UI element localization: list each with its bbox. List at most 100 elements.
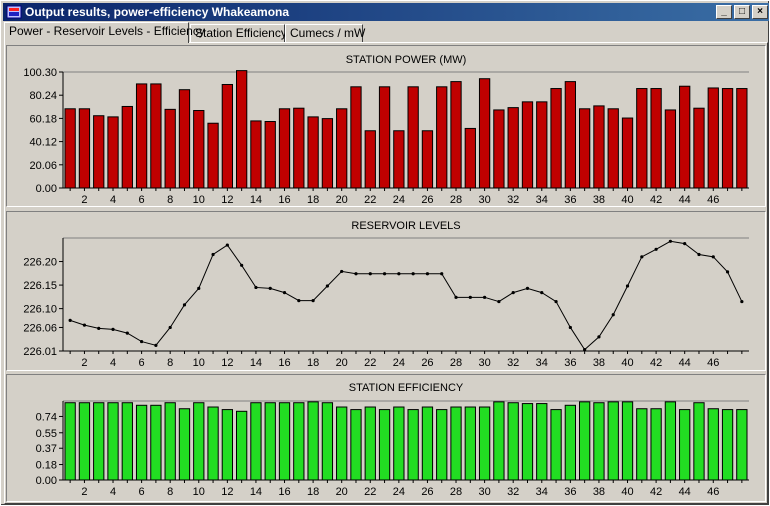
reservoir-levels-point xyxy=(97,326,101,330)
reservoir-levels-point xyxy=(197,286,201,290)
reservoir-levels-point xyxy=(611,313,615,317)
station-efficiency-bar xyxy=(221,409,233,481)
reservoir-levels-point xyxy=(597,335,601,339)
station-power-panel: STATION POWER (MW) 100.30 80.24 60.18 40.12 2… xyxy=(6,45,766,207)
station-power-x-tick-label: 40 xyxy=(621,194,633,206)
station-efficiency-bar xyxy=(250,402,262,481)
station-efficiency-x-tick-label: 38 xyxy=(593,486,605,498)
station-power-x-tick-label: 22 xyxy=(364,194,376,206)
reservoir-levels-point xyxy=(354,272,358,276)
station-efficiency-bar xyxy=(664,401,677,481)
tab-cumecs-per-mw[interactable]: Cumecs / mW xyxy=(285,24,365,43)
station-efficiency-x-tick-label: 18 xyxy=(307,486,319,498)
station-power-x-tick-label: 28 xyxy=(450,194,462,206)
reservoir-levels-x-tick-label: 14 xyxy=(250,357,262,369)
reservoir-levels-x-tick-label: 26 xyxy=(421,357,433,369)
station-efficiency-bar xyxy=(564,404,576,481)
station-power-bar xyxy=(221,83,233,189)
station-power-x-tick-label: 32 xyxy=(507,194,519,206)
reservoir-levels-x-tick-label: 24 xyxy=(393,357,405,369)
station-power-x-tick-label: 34 xyxy=(536,194,548,206)
reservoir-levels-x-tick-label: 34 xyxy=(536,357,548,369)
station-power-y-tick-label: 0.00 xyxy=(36,183,57,195)
station-efficiency-bar xyxy=(236,410,248,481)
reservoir-levels-point xyxy=(683,242,687,246)
close-button[interactable]: × xyxy=(752,5,768,19)
station-efficiency-x-tick-label: 12 xyxy=(221,486,233,498)
station-efficiency-bar xyxy=(736,409,748,481)
station-efficiency-bar xyxy=(536,403,548,481)
reservoir-levels-x-tick-label: 36 xyxy=(564,357,576,369)
reservoir-levels-point xyxy=(540,291,544,295)
station-power-bar xyxy=(207,122,219,189)
tab-power-reservoir-efficiency[interactable]: Power - Reservoir Levels - Efficiency xyxy=(4,22,205,43)
reservoir-levels-point xyxy=(340,269,344,274)
title-bar[interactable]: Output results, power-efficiency Whakeam… xyxy=(3,3,769,21)
station-efficiency-x-tick-label: 14 xyxy=(250,486,262,498)
station-efficiency-bar xyxy=(393,406,405,481)
station-power-bar xyxy=(350,86,362,189)
station-efficiency-bar xyxy=(364,406,376,481)
reservoir-levels-point xyxy=(668,239,672,243)
station-power-x-tick-label: 38 xyxy=(593,194,605,206)
station-efficiency-bar xyxy=(478,406,491,481)
station-power-bar xyxy=(579,108,591,189)
station-efficiency-bar xyxy=(293,402,305,481)
reservoir-levels-point xyxy=(311,299,315,303)
reservoir-levels-point xyxy=(583,347,587,352)
station-efficiency-bar xyxy=(264,402,276,481)
reservoir-levels-x-tick-label: 28 xyxy=(450,357,462,369)
reservoir-levels-x-tick-label: 44 xyxy=(679,357,691,369)
station-power-bar xyxy=(78,108,91,189)
reservoir-levels-x-tick-label: 42 xyxy=(650,357,662,369)
tab-station-efficiency[interactable]: Station Efficiency xyxy=(190,24,287,43)
station-power-bar xyxy=(293,107,305,189)
station-efficiency-bar xyxy=(621,401,634,481)
station-efficiency-bar xyxy=(321,402,334,481)
reservoir-levels-title: RESERVOIR LEVELS xyxy=(351,220,460,232)
reservoir-levels-point xyxy=(125,331,129,335)
station-efficiency-x-tick-label: 20 xyxy=(336,486,348,498)
maximize-button[interactable]: □ xyxy=(734,5,750,19)
station-efficiency-bar xyxy=(336,406,348,481)
station-efficiency-bar xyxy=(607,401,619,481)
station-power-bar xyxy=(607,108,619,189)
reservoir-levels-point xyxy=(68,318,72,322)
station-power-bar xyxy=(521,101,534,189)
station-power-bar xyxy=(64,108,76,189)
reservoir-levels-x-tick-label: 16 xyxy=(278,357,290,369)
station-efficiency-y-tick-label: 0.18 xyxy=(36,460,57,472)
reservoir-levels-x-tick-label: 8 xyxy=(167,357,173,369)
station-power-bar xyxy=(478,78,491,189)
reservoir-levels-y-tick-label: 226.20 xyxy=(23,257,57,269)
station-power-chart: STATION POWER (MW) 100.30 80.24 60.18 40.12 2… xyxy=(23,54,749,206)
station-efficiency-bar xyxy=(721,409,734,481)
station-power-bar xyxy=(550,88,562,189)
station-efficiency-bar xyxy=(164,402,176,481)
station-power-bar xyxy=(721,88,734,189)
reservoir-levels-x-tick-label: 10 xyxy=(193,357,205,369)
minimize-button[interactable]: _ xyxy=(716,5,732,19)
station-power-x-tick-label: 24 xyxy=(393,194,405,206)
station-power-bar xyxy=(407,86,419,189)
reservoir-levels-point xyxy=(511,291,515,295)
station-power-y-tick-label: 100.30 xyxy=(23,67,57,79)
station-efficiency-bar xyxy=(64,402,76,481)
station-power-bar xyxy=(178,89,191,189)
station-power-x-tick-label: 44 xyxy=(679,194,691,206)
reservoir-levels-point xyxy=(240,263,244,267)
station-power-bar xyxy=(236,70,248,189)
station-efficiency-y-tick-label: 0.55 xyxy=(36,428,57,440)
station-power-x-tick-label: 18 xyxy=(307,194,319,206)
reservoir-levels-point xyxy=(468,295,472,299)
station-power-bar xyxy=(378,86,391,189)
reservoir-levels-point xyxy=(368,272,372,276)
reservoir-levels-point xyxy=(382,272,387,276)
station-power-x-tick-label: 20 xyxy=(336,194,348,206)
reservoir-levels-x-tick-label: 4 xyxy=(110,357,116,369)
station-efficiency-bar xyxy=(178,408,191,481)
station-power-bar xyxy=(250,120,262,189)
station-efficiency-bar xyxy=(650,408,662,481)
reservoir-levels-point xyxy=(140,339,144,344)
